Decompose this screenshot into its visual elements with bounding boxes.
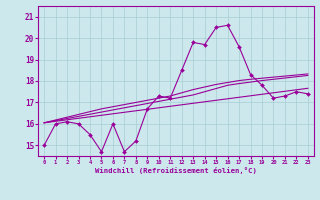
X-axis label: Windchill (Refroidissement éolien,°C): Windchill (Refroidissement éolien,°C) — [95, 167, 257, 174]
